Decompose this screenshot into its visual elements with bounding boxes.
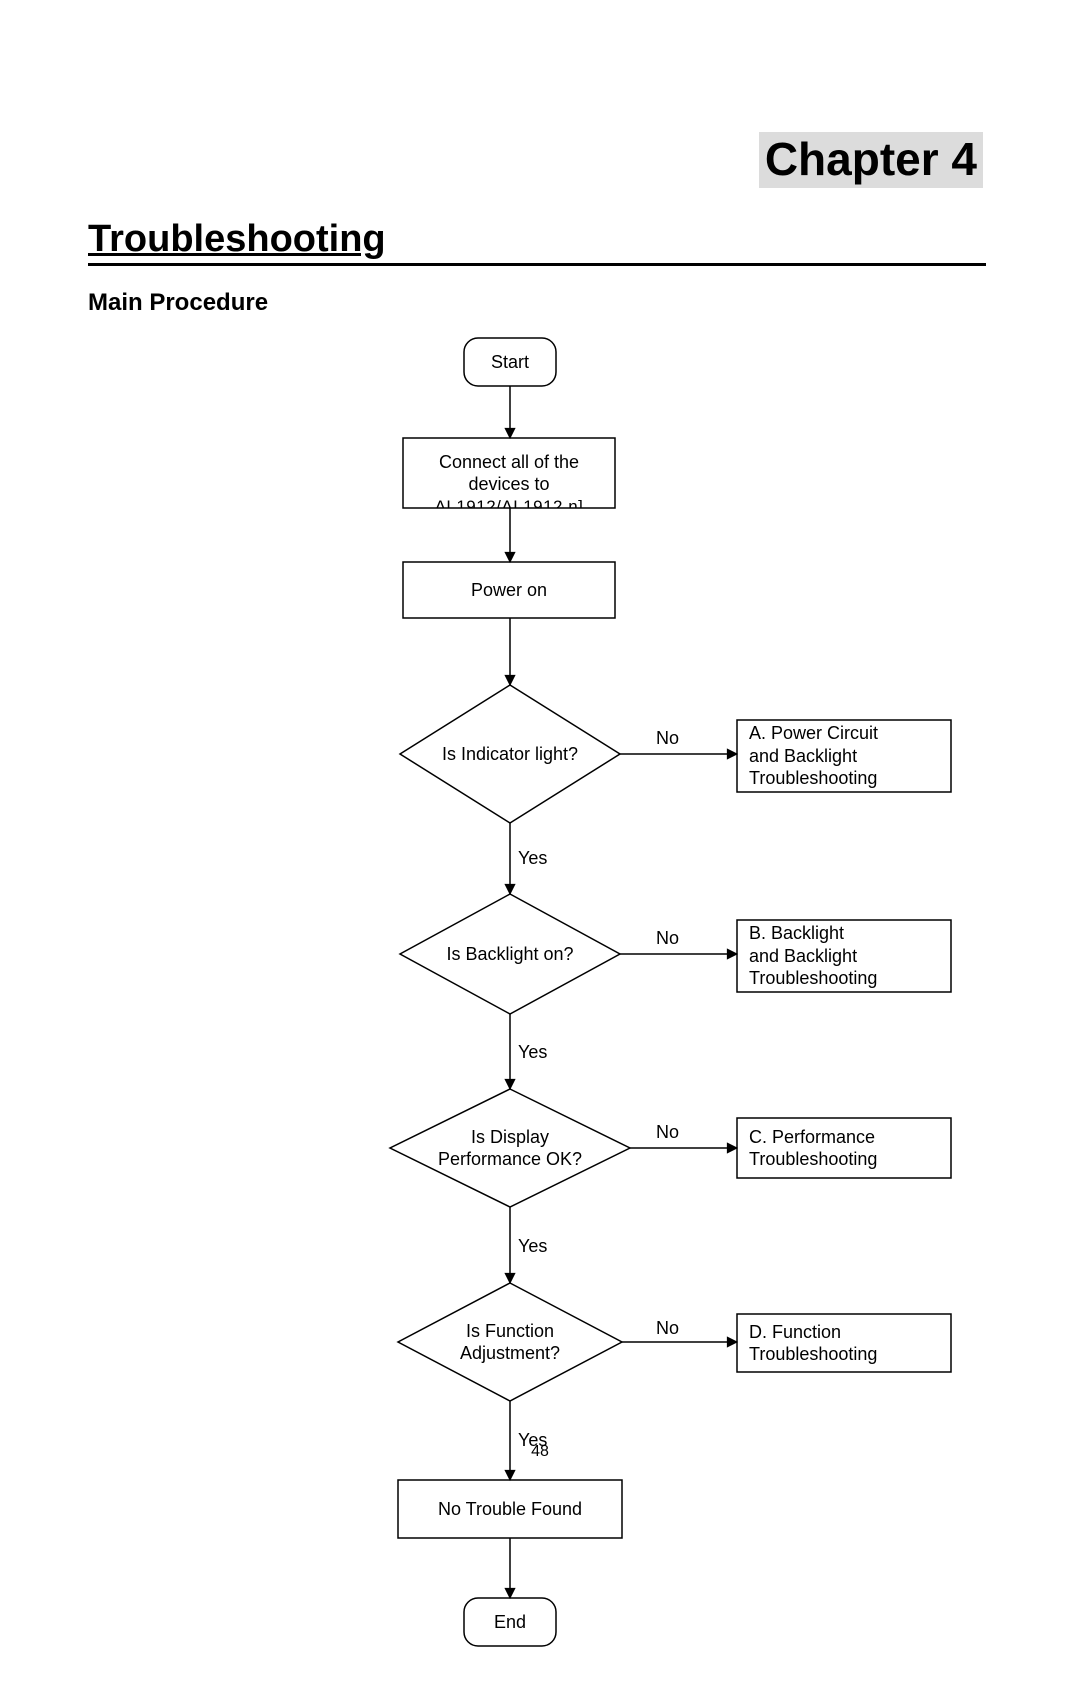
page-number: 48 — [531, 1443, 549, 1461]
flow-edge-label-d3-c: No — [656, 1122, 679, 1143]
flow-edge-label-d2-b: No — [656, 928, 679, 949]
flow-edge-label-d3-d4: Yes — [518, 1236, 547, 1257]
flow-edge-label-d1-a: No — [656, 728, 679, 749]
flow-edge-label-d4-d: No — [656, 1318, 679, 1339]
svg-text:AL1912/AL1912 n]: AL1912/AL1912 n] — [435, 497, 584, 516]
flow-edge-label-d1-d2: Yes — [518, 848, 547, 869]
flow-edge-label-d2-d3: Yes — [518, 1042, 547, 1063]
